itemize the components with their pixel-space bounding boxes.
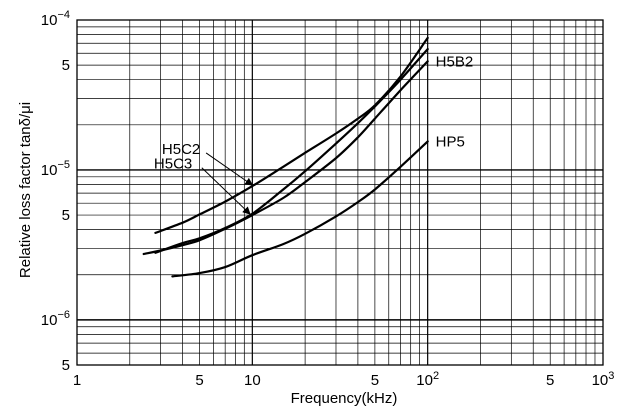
x-axis-label: Frequency(kHz) <box>291 390 398 407</box>
x-tick-label: 1 <box>73 372 81 389</box>
series-lines <box>142 36 429 278</box>
x-tick-label: 5 <box>371 372 379 389</box>
y-axis-label: Relative loss factor tanδ/μi <box>17 102 34 278</box>
y-tick-label: 10−5 <box>41 159 70 179</box>
series-label-h5c3: H5C3 <box>154 156 192 173</box>
y-tick-label: 5 <box>62 207 70 224</box>
plot-frame <box>76 19 604 366</box>
series-line-h5b2 <box>142 60 429 256</box>
x-tick-label: 10 <box>244 372 261 389</box>
y-tick-label: 5 <box>62 57 70 74</box>
series-label-h5c2: H5C2 <box>162 141 200 158</box>
series-line-h5c2 <box>154 36 429 234</box>
x-tick-label: 102 <box>416 370 439 389</box>
x-tick-label: 5 <box>546 372 554 389</box>
series-label-hp5: HP5 <box>436 133 465 150</box>
grid <box>77 20 603 365</box>
x-tick-label: 5 <box>195 372 203 389</box>
series-line-hp5 <box>171 140 429 278</box>
h5c3-leader-arrow <box>201 167 251 215</box>
h5c2-leader-arrow <box>205 152 254 186</box>
y-tick-label: 5 <box>62 357 70 374</box>
series-label-h5b2: H5B2 <box>436 53 474 70</box>
series-line-h5c3 <box>154 48 429 254</box>
x-tick-label: 103 <box>592 370 615 389</box>
y-tick-label: 10−6 <box>41 309 70 329</box>
y-tick-label: 10−4 <box>41 9 70 29</box>
